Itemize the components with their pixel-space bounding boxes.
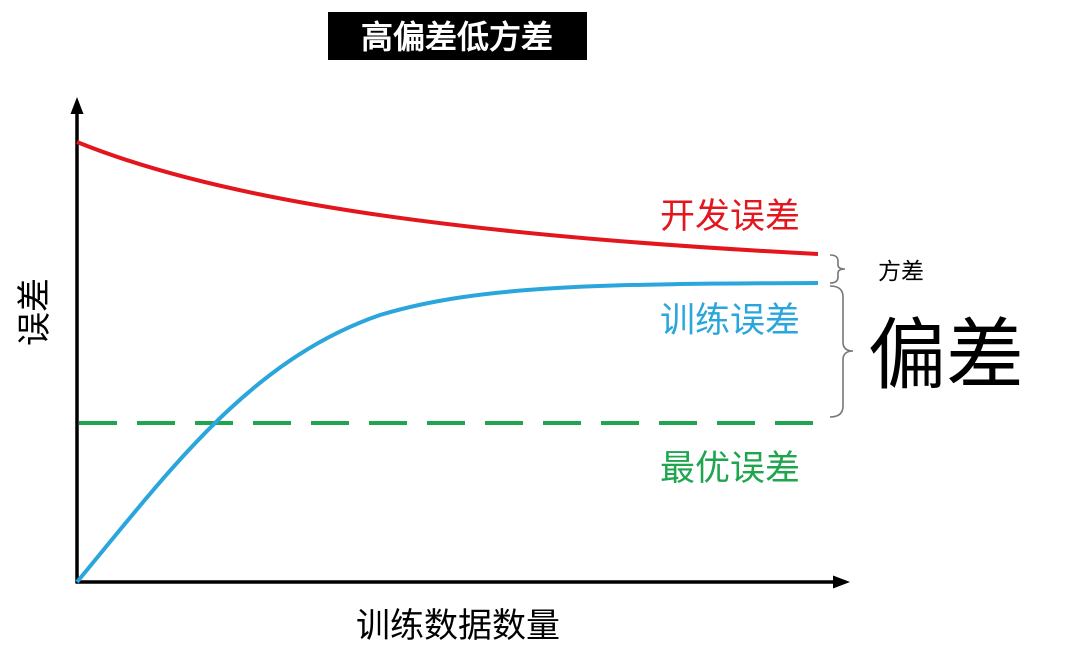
x-axis-arrow-icon [833, 575, 850, 589]
bias-label: 偏差 [868, 311, 1024, 401]
axes [70, 97, 850, 589]
title-background [328, 12, 587, 60]
diagram-title: 高偏差低方差 [361, 18, 553, 56]
dev-error-curve [76, 140, 819, 256]
y-axis-arrow-icon [70, 97, 84, 114]
variance-bracket [829, 254, 846, 284]
title-box: 高偏差低方差 [328, 12, 587, 60]
y-axis-label: 误差 [15, 278, 55, 346]
bias-bracket [829, 285, 854, 418]
variance-label: 方差 [878, 259, 924, 285]
dev-error-label: 开发误差 [660, 197, 800, 237]
training-error-curve [75, 281, 819, 584]
optimal-error-label: 最优误差 [660, 449, 800, 489]
training-error-label: 训练误差 [660, 301, 800, 341]
x-axis-label: 训练数据数量 [356, 606, 560, 646]
